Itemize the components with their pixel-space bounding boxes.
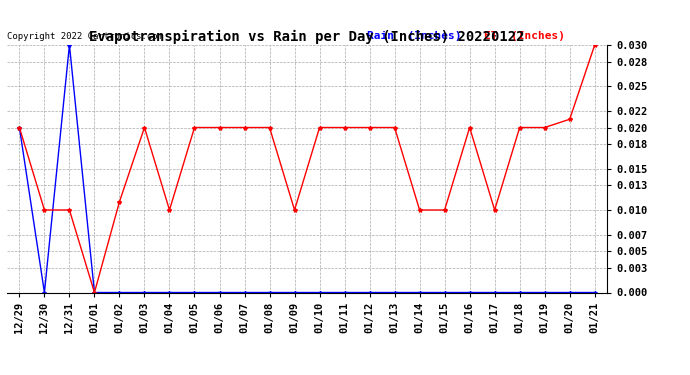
Text: ET  (Inches): ET (Inches) bbox=[484, 31, 565, 41]
Text: Rain  (Inches): Rain (Inches) bbox=[367, 31, 462, 41]
Title: Evapotranspiration vs Rain per Day (Inches) 20220122: Evapotranspiration vs Rain per Day (Inch… bbox=[89, 30, 525, 44]
Text: Copyright 2022 Cartronics.com: Copyright 2022 Cartronics.com bbox=[7, 32, 163, 41]
